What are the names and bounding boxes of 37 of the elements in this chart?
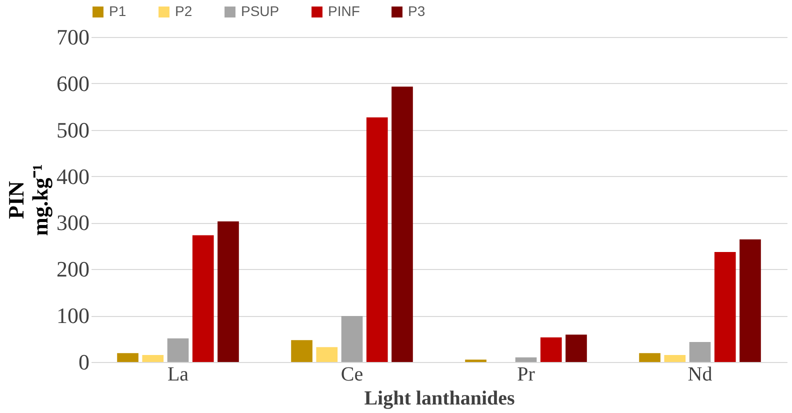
bar [117, 353, 138, 362]
y-tick-label: 300 [56, 210, 90, 236]
y-tick-label: 100 [56, 303, 90, 328]
y-tick-label: 500 [56, 117, 90, 142]
legend-label: PINF [328, 3, 360, 19]
legend-label: P1 [109, 3, 126, 19]
x-tick-label: La [167, 364, 189, 386]
bar [515, 357, 537, 362]
bar [639, 353, 660, 362]
bar [392, 86, 413, 362]
x-axis-title: Light lanthanides [364, 388, 516, 410]
y-tick-label: 0 [78, 350, 90, 374]
bar [714, 252, 736, 362]
x-tick-label: Ce [340, 364, 364, 386]
x-tick-label: Pr [517, 364, 536, 386]
y-tick-label: 600 [56, 70, 90, 96]
y-axis-title: PIN mg.kg⁻¹ [4, 164, 52, 236]
legend-label: P2 [175, 3, 192, 19]
bar [218, 221, 239, 362]
bar [540, 337, 562, 362]
x-tick-label: Nd [688, 364, 712, 386]
bar [664, 355, 686, 362]
bar [142, 355, 164, 362]
bar [291, 340, 312, 362]
y-tick-label: 200 [56, 256, 90, 282]
bar [316, 347, 338, 362]
bar [167, 338, 189, 362]
bar [341, 316, 363, 362]
bar [740, 239, 761, 362]
legend-label: P3 [408, 3, 426, 19]
bar [366, 117, 388, 362]
bar [192, 235, 214, 362]
y-tick-label: 400 [56, 164, 90, 189]
y-tick-label: 700 [56, 24, 90, 50]
bar [566, 334, 587, 362]
legend-label: PSUP [241, 3, 280, 19]
bar [689, 342, 711, 362]
